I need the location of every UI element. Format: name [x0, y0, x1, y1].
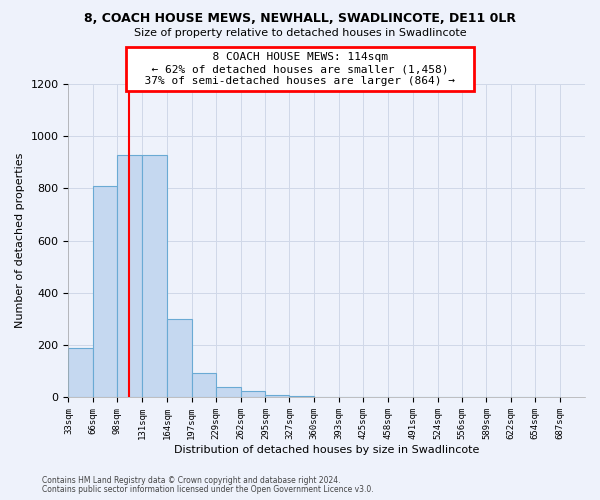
Bar	[289, 396, 314, 398]
Bar	[192, 372, 216, 398]
X-axis label: Distribution of detached houses by size in Swadlincote: Distribution of detached houses by size …	[174, 445, 479, 455]
Text: Contains HM Land Registry data © Crown copyright and database right 2024.: Contains HM Land Registry data © Crown c…	[42, 476, 341, 485]
Bar	[314, 397, 339, 398]
Text: Contains public sector information licensed under the Open Government Licence v3: Contains public sector information licen…	[42, 484, 374, 494]
Bar	[216, 387, 241, 398]
Bar	[142, 154, 167, 398]
Text: 8, COACH HOUSE MEWS, NEWHALL, SWADLINCOTE, DE11 0LR: 8, COACH HOUSE MEWS, NEWHALL, SWADLINCOT…	[84, 12, 516, 26]
Bar	[241, 391, 265, 398]
Text: Size of property relative to detached houses in Swadlincote: Size of property relative to detached ho…	[134, 28, 466, 38]
Bar	[265, 395, 289, 398]
Bar	[117, 154, 142, 398]
Bar	[93, 186, 117, 398]
Bar	[68, 348, 93, 398]
Y-axis label: Number of detached properties: Number of detached properties	[15, 153, 25, 328]
Text: 8 COACH HOUSE MEWS: 114sqm  
  ← 62% of detached houses are smaller (1,458)  
  : 8 COACH HOUSE MEWS: 114sqm ← 62% of deta…	[131, 52, 469, 86]
Bar	[167, 319, 192, 398]
